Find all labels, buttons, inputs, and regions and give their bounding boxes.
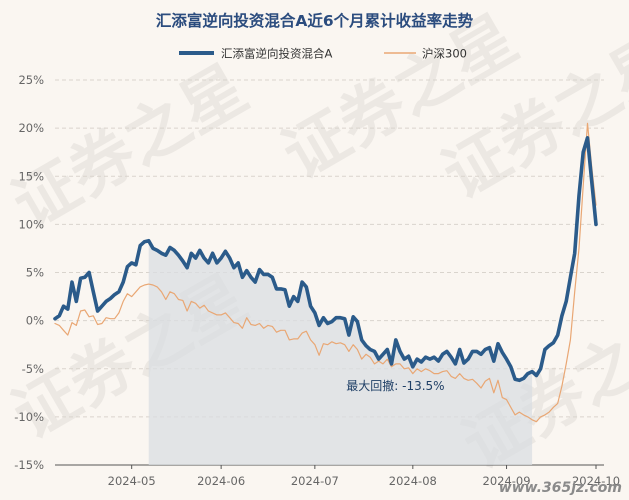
- y-tick-label: 0%: [26, 314, 44, 328]
- y-tick-label: 15%: [18, 169, 44, 183]
- x-tick-label: 2024-05: [108, 474, 156, 488]
- site-watermark: www.365jz.com: [499, 480, 622, 496]
- y-tick-label: -15%: [14, 458, 44, 472]
- x-tick-label: 2024-06: [197, 474, 245, 488]
- chart-title: 汇添富逆向投资混合A近6个月累计收益率走势: [156, 11, 474, 30]
- x-tick-label: 2024-08: [389, 474, 437, 488]
- x-tick-label: 2024-10: [572, 474, 620, 488]
- x-tick-label: 2024-09: [483, 474, 531, 488]
- drawdown-area: [148, 240, 533, 465]
- x-tick-label: 2024-07: [291, 474, 339, 488]
- plot-area: [53, 122, 598, 465]
- max-drawdown-label: 最大回撤: -13.5%: [346, 378, 444, 393]
- y-tick-label: 10%: [18, 217, 44, 231]
- series-line-fund: [53, 136, 598, 383]
- legend-label-index: 沪深300: [422, 47, 467, 61]
- x-axis: 2024-05 2024-06 2024-07 2024-08 2024-09 2024-…: [55, 464, 620, 488]
- legend: 汇添富逆向投资混合A 沪深300: [179, 47, 467, 61]
- series-line-index: [54, 122, 597, 423]
- y-tick-label: -5%: [22, 362, 44, 376]
- y-tick-label: 20%: [18, 121, 44, 135]
- y-tick-label: 5%: [26, 266, 44, 280]
- y-tick-label: -10%: [14, 410, 44, 424]
- y-tick-label: 25%: [18, 73, 44, 87]
- legend-label-fund: 汇添富逆向投资混合A: [221, 47, 332, 61]
